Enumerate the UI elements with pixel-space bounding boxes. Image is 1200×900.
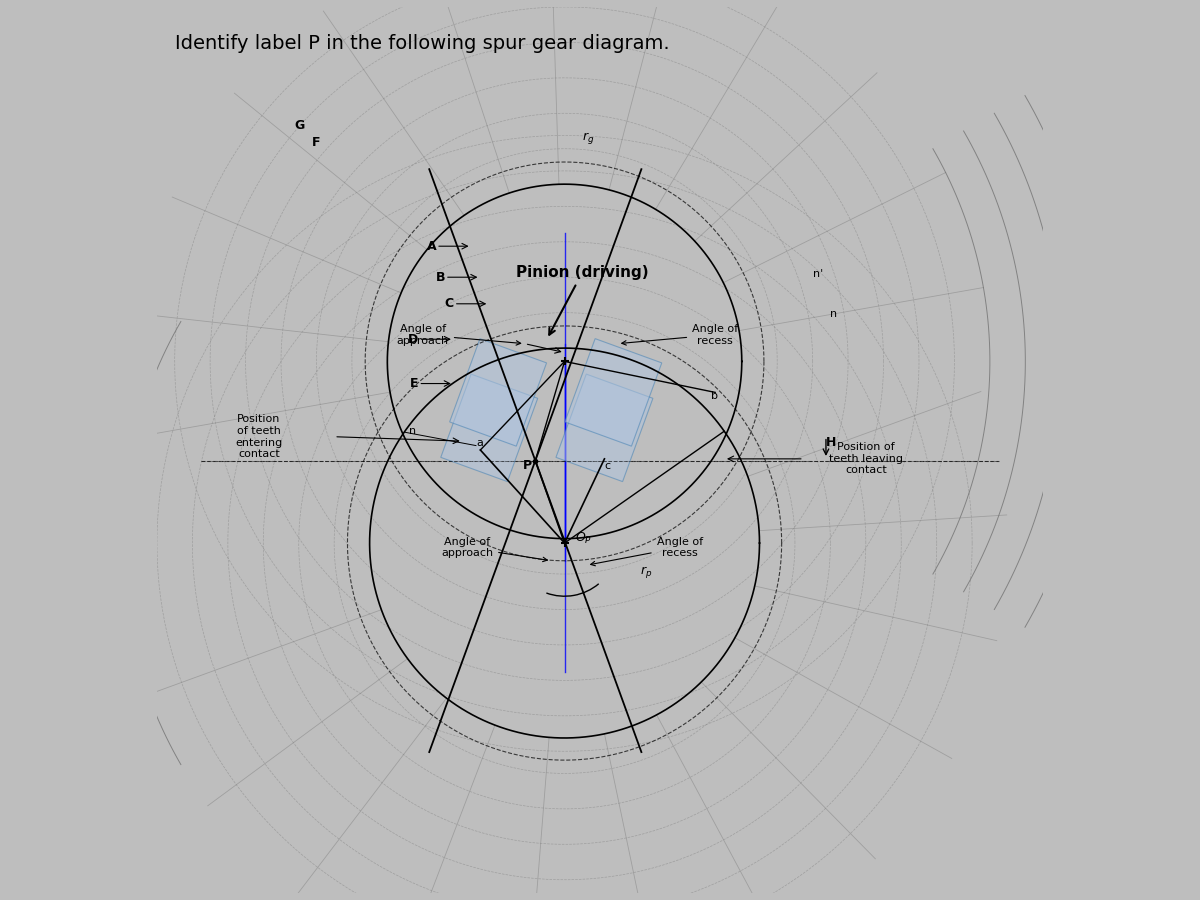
Text: n': n' [812, 269, 823, 279]
Text: a: a [476, 437, 482, 447]
Text: B: B [436, 271, 445, 284]
Text: P: P [523, 460, 532, 473]
Text: b: b [710, 391, 718, 401]
Text: H: H [826, 436, 836, 448]
Text: Angle of
recess: Angle of recess [622, 324, 738, 346]
Text: Angle of
recess: Angle of recess [590, 536, 703, 566]
Text: $r_g$: $r_g$ [582, 130, 595, 146]
Text: Pinion (driving): Pinion (driving) [516, 266, 648, 335]
Text: G: G [294, 119, 305, 132]
Text: Angle of
approach: Angle of approach [397, 324, 521, 346]
Text: E: E [410, 377, 419, 390]
Polygon shape [556, 374, 653, 482]
Text: $O_P$: $O_P$ [575, 531, 593, 546]
Text: Identify label P in the following spur gear diagram.: Identify label P in the following spur g… [175, 33, 670, 52]
Text: n: n [830, 309, 838, 320]
Text: Position
of teeth
entering
contact: Position of teeth entering contact [235, 414, 282, 459]
Polygon shape [450, 338, 546, 446]
Text: Position of
teeth leaving
contact: Position of teeth leaving contact [829, 442, 902, 475]
Text: A: A [426, 239, 436, 253]
Text: $r_p$: $r_p$ [640, 564, 652, 580]
Text: c: c [605, 462, 611, 472]
Text: D: D [408, 333, 419, 346]
Text: Angle of
approach: Angle of approach [442, 536, 547, 562]
Text: F: F [312, 136, 320, 149]
Polygon shape [565, 338, 661, 446]
Text: n: n [409, 426, 416, 436]
Polygon shape [440, 374, 538, 482]
Text: C: C [445, 297, 454, 310]
